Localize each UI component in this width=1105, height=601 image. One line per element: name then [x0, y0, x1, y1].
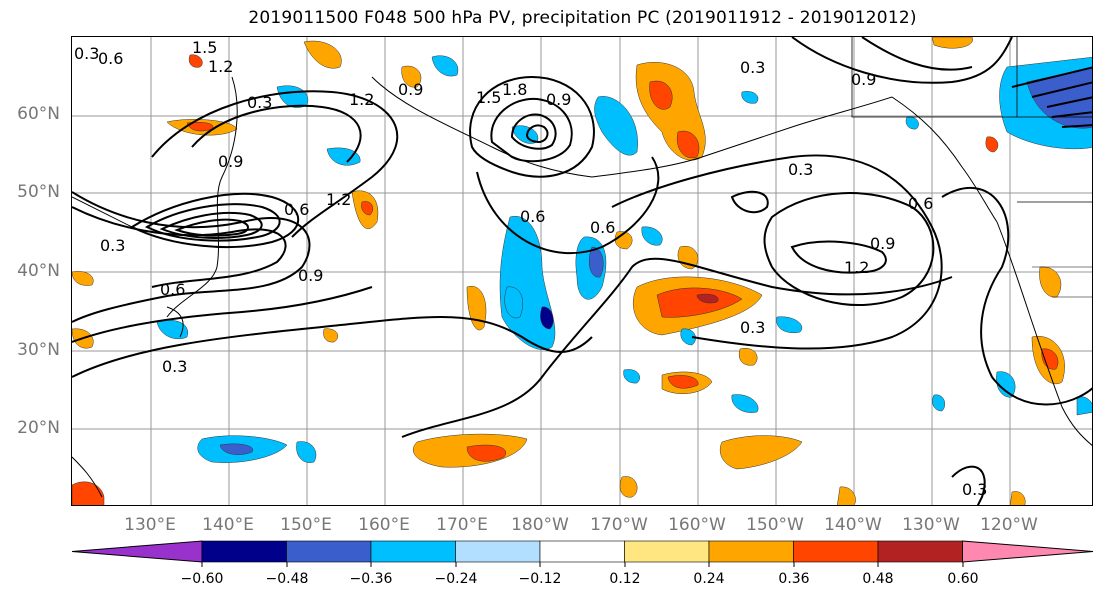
colorbar-tick-label: −0.12 — [518, 571, 562, 587]
colorbar-tick-label: 0.24 — [693, 571, 725, 587]
contour-label: 0.6 — [160, 280, 185, 299]
colorbar-box — [539, 540, 625, 563]
contour-label: 0.3 — [962, 480, 987, 499]
contour-label: 0.6 — [98, 49, 123, 68]
map-canvas: 0.3 0.6 1.5 1.2 0.3 1.2 0.9 1.5 1.8 0.9 … — [72, 37, 1092, 505]
lon-label: 130°W — [902, 515, 960, 535]
lon-label: 140°E — [202, 515, 254, 535]
colorbar-tick-label: 0.36 — [778, 571, 810, 587]
colorbar-box — [201, 540, 287, 563]
contour-label: 0.9 — [870, 234, 895, 253]
lat-label: 40°N — [17, 261, 60, 281]
colorbar-boxes — [71, 540, 1094, 563]
contour-label: 0.3 — [74, 44, 99, 63]
colorbar-extend-low — [71, 540, 203, 563]
lon-label: 130°E — [124, 515, 176, 535]
contour-label-layer: 0.3 0.6 1.5 1.2 0.3 1.2 0.9 1.5 1.8 0.9 … — [74, 38, 987, 499]
lat-label: 30°N — [17, 340, 60, 360]
contour-label: 0.3 — [162, 357, 187, 376]
colorbar-tick-label: 0.48 — [862, 571, 894, 587]
map-panel: 0.3 0.6 1.5 1.2 0.3 1.2 0.9 1.5 1.8 0.9 … — [71, 36, 1093, 506]
lat-label: 60°N — [17, 104, 60, 124]
colorbar-box — [708, 540, 794, 563]
colorbar-box — [455, 540, 541, 563]
contour-label: 0.6 — [908, 194, 933, 213]
contour-label: 0.9 — [218, 152, 243, 171]
contour-label: 1.2 — [844, 258, 869, 277]
colorbar-tick-label: −0.36 — [349, 571, 393, 587]
contour-label: 0.9 — [398, 80, 423, 99]
colorbar-tick-label: −0.24 — [434, 571, 478, 587]
colorbar-tick-label: −0.48 — [265, 571, 309, 587]
colorbar-box — [286, 540, 372, 563]
lat-label: 20°N — [17, 418, 60, 438]
colorbar-box — [793, 540, 879, 563]
lon-label: 120°W — [980, 515, 1038, 535]
lon-label: 150°W — [746, 515, 804, 535]
colorbar-extend-high — [962, 540, 1094, 563]
contour-label: 0.9 — [851, 70, 876, 89]
lon-label: 160°E — [358, 515, 410, 535]
lon-label: 140°W — [824, 515, 882, 535]
lon-label: 150°E — [280, 515, 332, 535]
contour-label: 0.3 — [247, 93, 272, 112]
colorbar-box — [624, 540, 710, 563]
contour-label: 0.3 — [100, 236, 125, 255]
contour-label: 0.6 — [284, 200, 309, 219]
colorbar-tick-label: 0.12 — [609, 571, 641, 587]
contour-label: 1.2 — [326, 190, 351, 209]
contour-label: 1.5 — [476, 88, 501, 107]
colorbar-box — [370, 540, 456, 563]
colorbar-box — [877, 540, 963, 563]
colorbar-tick-label: −0.60 — [180, 571, 224, 587]
contour-label: 1.8 — [502, 80, 527, 99]
pv-contours — [72, 37, 1092, 505]
contour-label: 1.2 — [208, 57, 233, 76]
contour-label: 0.3 — [740, 58, 765, 77]
contour-label: 0.3 — [740, 318, 765, 337]
contour-label: 0.3 — [788, 160, 813, 179]
lon-label: 160°W — [668, 515, 726, 535]
contour-label: 0.6 — [590, 218, 615, 237]
figure-title: 2019011500 F048 500 hPa PV, precipitatio… — [248, 8, 917, 28]
contour-label: 0.9 — [298, 266, 323, 285]
lat-label: 50°N — [17, 182, 60, 202]
contour-label: 1.5 — [192, 38, 217, 57]
colorbar-ticks — [201, 562, 964, 567]
contour-label: 1.2 — [349, 90, 374, 109]
lon-label: 170°E — [436, 515, 488, 535]
contour-label: 0.6 — [520, 207, 545, 226]
contour-label: 0.9 — [546, 90, 571, 109]
lon-label: 170°W — [590, 515, 648, 535]
colorbar-tick-label: 0.60 — [947, 571, 979, 587]
lon-label: 180°W — [511, 515, 569, 535]
